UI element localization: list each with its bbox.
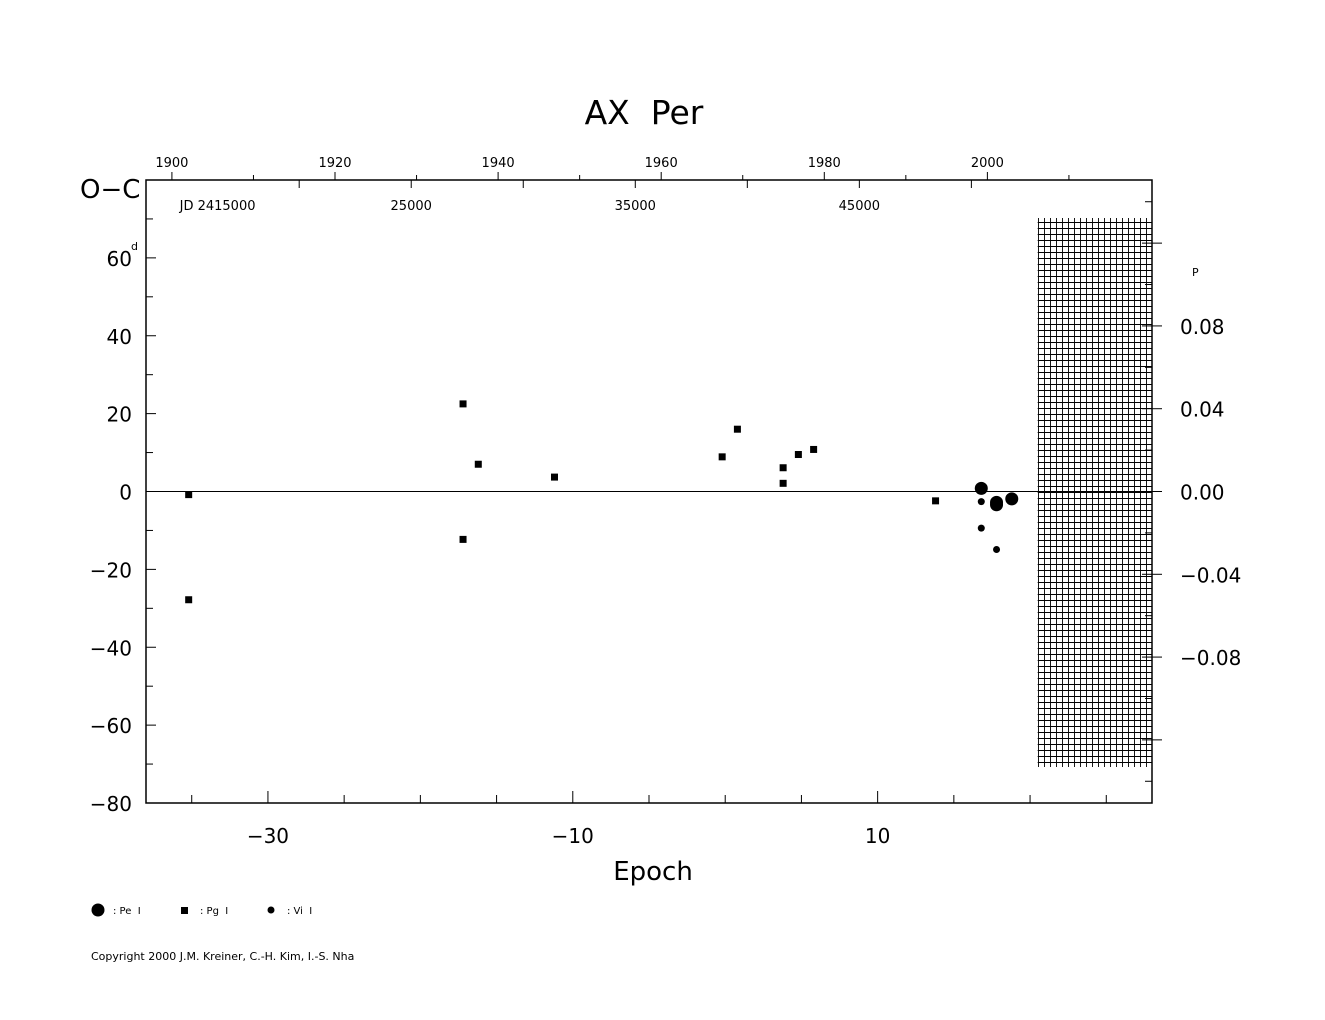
y-tick-label: 20	[107, 403, 132, 427]
legend-label-vi: : Vi I	[287, 906, 312, 917]
x-tick-label: −10	[552, 824, 594, 848]
y-tick-label: −60	[90, 714, 132, 738]
y-tick-label: −20	[90, 558, 132, 582]
axes: 60 40 20 0 −20 −40 −60 −80 0.08 0.04 0.00 −0.04 −0.0…	[90, 156, 1242, 848]
point-pe	[974, 481, 988, 495]
point-pg	[794, 451, 802, 459]
legend-label-pe: : Pe I	[113, 906, 141, 917]
x-tick-label: 10	[865, 824, 890, 848]
jd-label: 25000	[391, 199, 432, 214]
top-year-label: 2000	[971, 156, 1004, 171]
top-year-label: 1940	[482, 156, 515, 171]
point-pg	[779, 464, 787, 472]
y-tick-label: 40	[107, 325, 132, 349]
y-tick-label: 0	[119, 481, 132, 505]
top-year-label: 1900	[155, 156, 188, 171]
x-axis-label: Epoch	[613, 857, 693, 887]
point-vi	[977, 524, 985, 532]
point-pg	[185, 491, 193, 499]
plot-frame	[145, 179, 1153, 804]
y-axis-label: O−C	[80, 175, 140, 205]
top-year-label: 1960	[645, 156, 678, 171]
data-points	[185, 400, 1019, 604]
jd-label: 45000	[839, 199, 880, 214]
legend-marker-pg	[181, 907, 188, 914]
y-tick-label: −80	[90, 792, 132, 816]
y2-tick-label: −0.04	[1180, 563, 1241, 587]
y-unit-label: d	[131, 240, 138, 253]
point-pg	[459, 400, 467, 408]
point-pg	[718, 453, 726, 461]
point-pg	[185, 596, 193, 604]
y-tick-label: −40	[90, 636, 132, 660]
top-year-label: 1980	[808, 156, 841, 171]
future-hatch-area	[1037, 218, 1152, 767]
y2-unit-label: P	[1192, 266, 1199, 279]
point-pg	[550, 473, 558, 481]
point-pg	[779, 479, 787, 487]
y2-tick-label: 0.00	[1180, 481, 1225, 505]
y2-tick-label: 0.04	[1180, 398, 1225, 422]
y2-tick-label: 0.08	[1180, 315, 1225, 339]
point-pe	[1005, 492, 1019, 506]
chart-title: AX Per	[585, 93, 704, 132]
point-pg	[474, 460, 482, 468]
point-vi	[977, 498, 985, 506]
point-pg	[932, 497, 940, 505]
point-vi	[993, 497, 1001, 505]
legend-marker-pe	[91, 903, 105, 917]
jd-label: 35000	[615, 199, 656, 214]
top-year-label: 1920	[318, 156, 351, 171]
jd-label: JD 2415000	[179, 199, 256, 214]
point-pg	[733, 425, 741, 433]
point-vi	[993, 546, 1001, 554]
legend: : Pe I : Pg I : Vi I	[91, 903, 312, 917]
legend-label-pg: : Pg I	[200, 906, 228, 917]
y-tick-label: 60	[107, 247, 132, 271]
point-pg	[459, 535, 467, 543]
y2-tick-label: −0.08	[1180, 646, 1241, 670]
legend-marker-vi	[267, 906, 275, 914]
x-tick-label: −30	[247, 824, 289, 848]
point-pg	[810, 445, 818, 453]
copyright-text: Copyright 2000 J.M. Kreiner, C.-H. Kim, …	[91, 950, 354, 963]
